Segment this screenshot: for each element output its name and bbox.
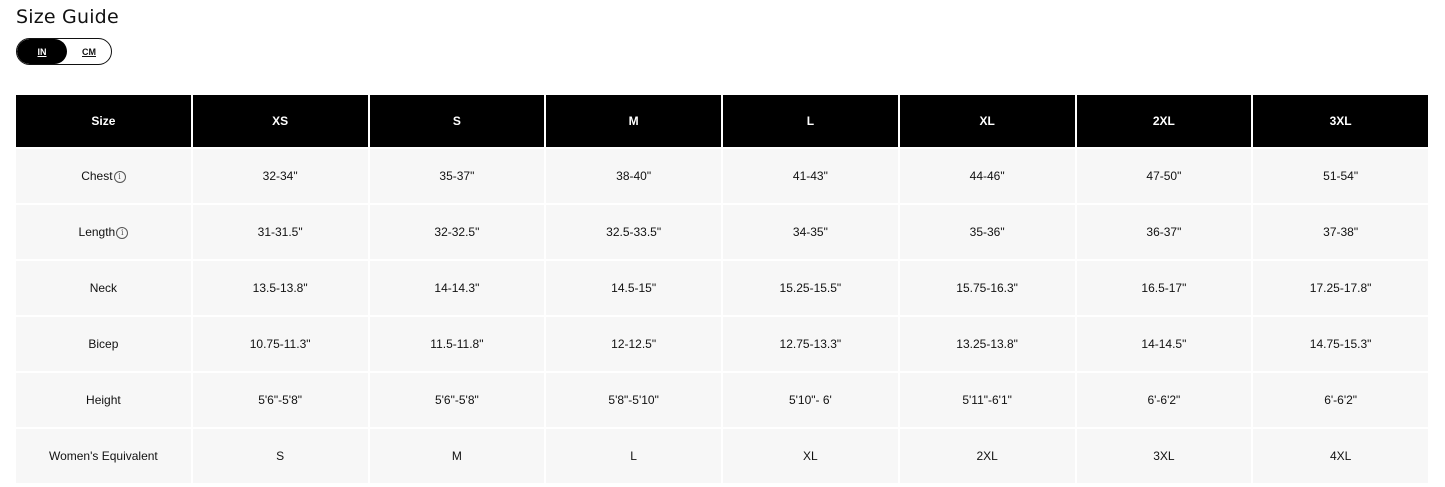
table-cell: 12-12.5" <box>546 317 721 371</box>
row-label-text: Chest <box>81 169 113 183</box>
info-icon[interactable]: i <box>113 171 126 183</box>
table-cell: 51-54" <box>1253 149 1428 203</box>
table-cell: 36-37" <box>1076 205 1252 259</box>
table-cell: 13.5-13.8" <box>192 261 368 315</box>
table-cell: 4XL <box>1253 429 1428 483</box>
table-cell: 38-40" <box>546 149 721 203</box>
size-table: Size XS S M L XL 2XL 3XL Chest i 32-34" 35-37" 38-4… <box>14 93 1430 485</box>
unit-cm-button[interactable]: CM <box>82 46 96 57</box>
table-cell: 35-36" <box>899 205 1075 259</box>
table-cell: 17.25-17.8" <box>1253 261 1428 315</box>
table-cell: 5'6"-5'8" <box>369 373 545 427</box>
column-header: S <box>369 95 545 147</box>
table-row: Chest i 32-34" 35-37" 38-40" 41-43" 44-46" 47-5… <box>16 149 1428 203</box>
row-label: Women's Equivalent <box>16 429 191 483</box>
info-icon[interactable]: i <box>116 227 129 239</box>
column-header: L <box>723 95 898 147</box>
column-header: Size <box>16 95 191 147</box>
row-label-text: Neck <box>89 281 118 295</box>
table-row: Bicep 10.75-11.3" 11.5-11.8" 12-12.5" 12.75-… <box>16 317 1428 371</box>
table-cell: S <box>192 429 368 483</box>
table-cell: 31-31.5" <box>192 205 368 259</box>
row-label: Chest i <box>16 149 191 203</box>
column-header: 3XL <box>1253 95 1428 147</box>
table-cell: 32.5-33.5" <box>546 205 721 259</box>
table-row: Neck 13.5-13.8" 14-14.3" 14.5-15" 15.25-15.5… <box>16 261 1428 315</box>
table-cell: 14.5-15" <box>546 261 721 315</box>
table-row: Length i 31-31.5" 32-32.5" 32.5-33.5" 34-35" 3… <box>16 205 1428 259</box>
table-cell: 6'-6'2" <box>1076 373 1252 427</box>
table-cell: 47-50" <box>1076 149 1252 203</box>
table-cell: 32-34" <box>192 149 368 203</box>
column-header: XL <box>899 95 1075 147</box>
row-label-text: Women's Equivalent <box>48 449 158 463</box>
table-cell: 32-32.5" <box>369 205 545 259</box>
table-cell: M <box>369 429 545 483</box>
table-cell: XL <box>723 429 898 483</box>
table-cell: 5'8"-5'10" <box>546 373 721 427</box>
table-cell: 15.75-16.3" <box>899 261 1075 315</box>
table-cell: 13.25-13.8" <box>899 317 1075 371</box>
row-label-text: Length <box>78 225 116 239</box>
column-header: XS <box>192 95 368 147</box>
row-label: Neck <box>16 261 191 315</box>
row-label-text: Bicep <box>88 337 119 351</box>
table-cell: 6'-6'2" <box>1253 373 1428 427</box>
unit-in-button[interactable]: IN <box>17 39 67 64</box>
table-cell: 12.75-13.3" <box>723 317 898 371</box>
table-cell: 44-46" <box>899 149 1075 203</box>
table-cell: 14.75-15.3" <box>1253 317 1428 371</box>
table-cell: 10.75-11.3" <box>192 317 368 371</box>
row-label-text: Height <box>86 393 121 407</box>
table-cell: 3XL <box>1076 429 1252 483</box>
table-cell: 34-35" <box>723 205 898 259</box>
table-cell: 14-14.3" <box>369 261 545 315</box>
table-row: Women's Equivalent S M L XL 2XL 3XL 4XL <box>16 429 1428 483</box>
table-cell: L <box>546 429 721 483</box>
table-cell: 5'10"- 6' <box>723 373 898 427</box>
table-cell: 16.5-17" <box>1076 261 1252 315</box>
row-label: Height <box>16 373 191 427</box>
table-cell: 35-37" <box>369 149 545 203</box>
row-label: Bicep <box>16 317 191 371</box>
row-label: Length i <box>16 205 191 259</box>
unit-toggle[interactable]: IN CM <box>16 38 112 65</box>
table-cell: 11.5-11.8" <box>369 317 545 371</box>
table-cell: 5'11"-6'1" <box>899 373 1075 427</box>
table-row: Height 5'6"-5'8" 5'6"-5'8" 5'8"-5'10" 5'10"-… <box>16 373 1428 427</box>
page-title: Size Guide <box>16 6 119 28</box>
table-cell: 37-38" <box>1253 205 1428 259</box>
table-cell: 14-14.5" <box>1076 317 1252 371</box>
table-cell: 15.25-15.5" <box>723 261 898 315</box>
table-cell: 5'6"-5'8" <box>192 373 368 427</box>
table-cell: 2XL <box>899 429 1075 483</box>
table-cell: 41-43" <box>723 149 898 203</box>
column-header: 2XL <box>1076 95 1252 147</box>
column-header: M <box>546 95 721 147</box>
